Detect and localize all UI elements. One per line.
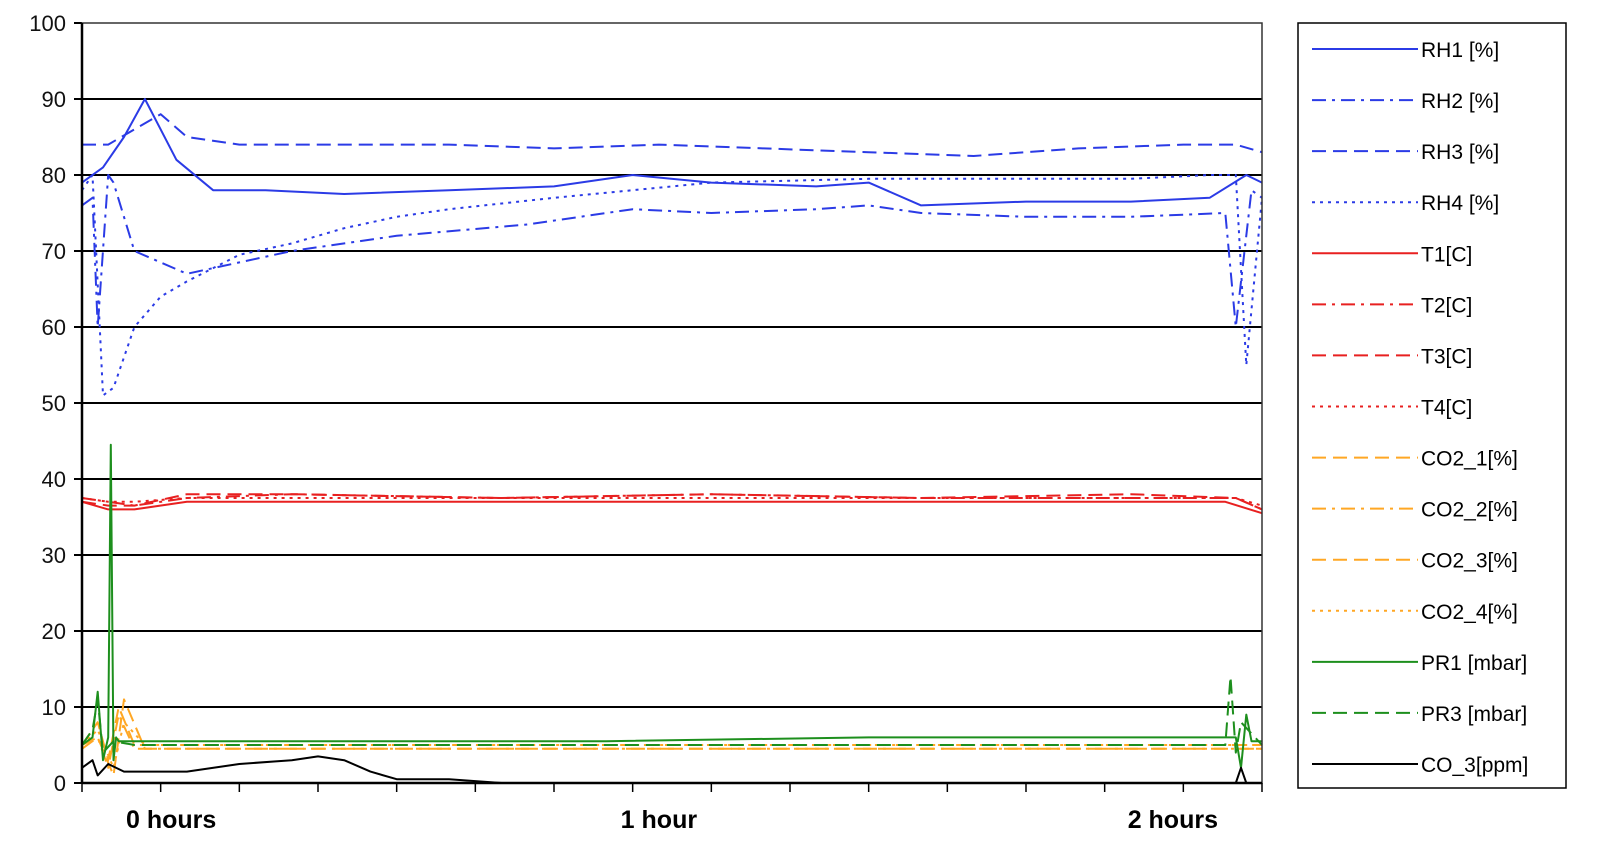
- y-tick-label-90: 90: [42, 87, 66, 112]
- legend-label: CO2_4[%]: [1421, 601, 1518, 624]
- series-line-t3-c: [81, 493, 1263, 511]
- series-line-rh2: [81, 174, 1263, 328]
- legend-label: CO2_3[%]: [1421, 550, 1518, 573]
- series-line-t2-c: [81, 493, 1263, 511]
- series-line-co2-3: [81, 698, 1262, 777]
- legend-label: T3[C]: [1421, 345, 1472, 368]
- legend-label: RH1 [%]: [1421, 39, 1499, 62]
- y-tick-label-80: 80: [42, 163, 66, 188]
- legend: RH1 [%] RH2 [%] RH3 [%] RH4 [%] T1[C] T2[C] T3…: [1297, 22, 1567, 789]
- y-tick-label-10: 10: [42, 695, 66, 720]
- y-axis-ticks: 0 10 20 30 40 50 60 70 80 90 100: [29, 11, 82, 796]
- legend-label: T4[C]: [1421, 397, 1472, 420]
- legend-label: RH4 [%]: [1421, 192, 1499, 215]
- legend-label: CO2_2[%]: [1421, 499, 1518, 522]
- legend-label: RH2 [%]: [1421, 90, 1499, 113]
- legend-label: RH3 [%]: [1421, 141, 1499, 164]
- x-tick-label-2: 2 hours: [1128, 806, 1218, 834]
- series-line-pr1-mbar: [81, 443, 1262, 769]
- legend-label: PR1 [mbar]: [1421, 652, 1527, 675]
- legend-label: CO_3[ppm]: [1421, 754, 1528, 777]
- y-tick-label-0: 0: [54, 771, 66, 796]
- series-line-rh4: [81, 174, 1263, 397]
- axes: [80, 22, 1263, 785]
- x-tick-label-0: 0 hours: [126, 806, 216, 834]
- legend-label: T2[C]: [1421, 294, 1472, 317]
- series-line-co-3-ppm: [81, 755, 1262, 784]
- x-axis-ticks: 0 hours 1 hour 2 hours: [81, 783, 1263, 834]
- series-line-pr3-mbar: [81, 675, 1263, 754]
- gridlines: [82, 98, 1262, 708]
- y-tick-label-20: 20: [42, 619, 66, 644]
- series-line-rh1: [81, 98, 1263, 207]
- series-line-rh3: [82, 113, 1263, 157]
- y-tick-label-60: 60: [42, 315, 66, 340]
- series-line-co2-1: [81, 706, 1262, 762]
- legend-label: PR3 [mbar]: [1421, 703, 1527, 726]
- x-tick-label-1: 1 hour: [621, 806, 698, 834]
- y-tick-label-100: 100: [29, 11, 66, 36]
- legend-label: CO2_1[%]: [1421, 448, 1518, 471]
- y-tick-label-50: 50: [42, 391, 66, 416]
- y-tick-label-30: 30: [42, 543, 66, 568]
- plot-series: [81, 98, 1263, 784]
- series-line-t1-c: [81, 500, 1263, 515]
- legend-label: T1[C]: [1421, 243, 1472, 266]
- series-line-co2-2: [81, 713, 1262, 769]
- y-tick-label-40: 40: [42, 467, 66, 492]
- y-tick-label-70: 70: [42, 239, 66, 264]
